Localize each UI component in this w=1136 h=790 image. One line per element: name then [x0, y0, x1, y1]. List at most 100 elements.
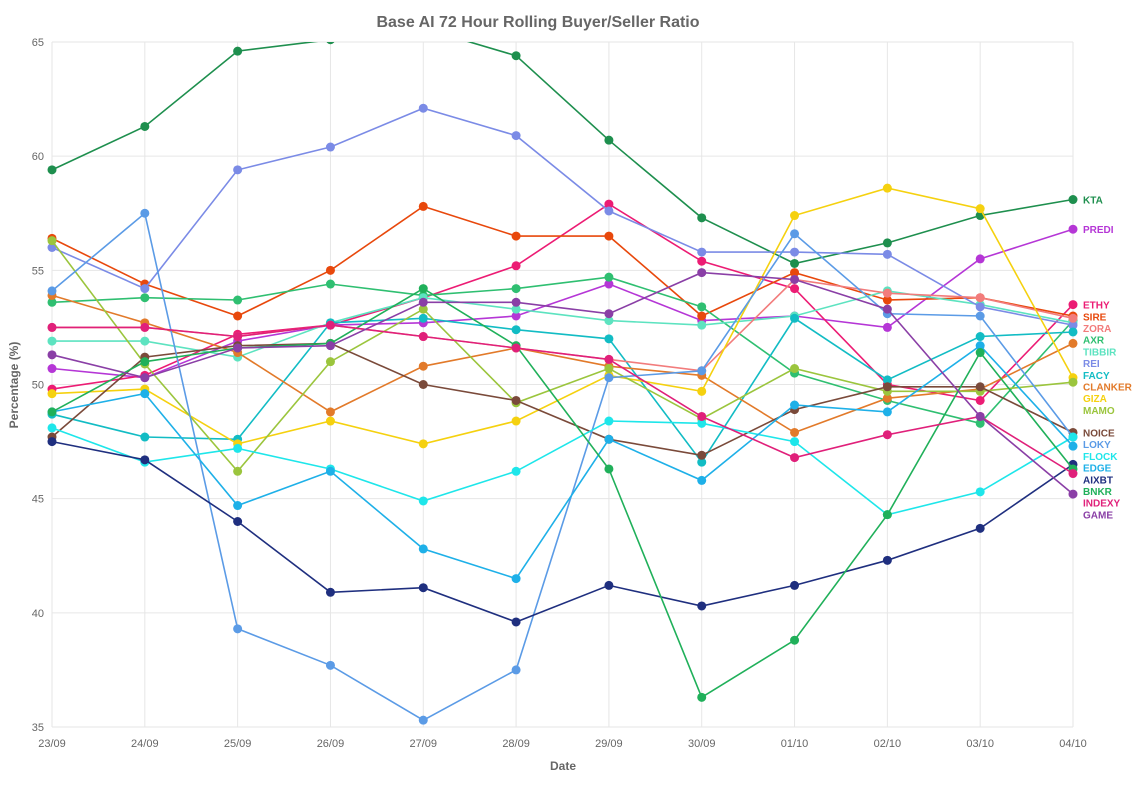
data-point: [882, 295, 892, 305]
data-point: [975, 411, 985, 421]
data-point: [1068, 320, 1078, 330]
data-point: [697, 475, 707, 485]
data-point: [233, 517, 243, 526]
data-point: [325, 407, 335, 417]
data-point: [697, 411, 707, 421]
series-line: [51, 440, 1074, 623]
data-point: [882, 238, 892, 248]
data-point: [418, 715, 428, 725]
data-point: [325, 416, 335, 426]
data-point: [790, 437, 800, 447]
data-point: [325, 660, 335, 670]
data-point: [325, 466, 335, 476]
data-point: [975, 418, 985, 428]
data-point: [1068, 377, 1078, 387]
data-point: [697, 320, 707, 330]
series-line: [51, 271, 1074, 495]
data-point: [882, 430, 892, 440]
data-point: [604, 580, 614, 590]
data-point: [418, 380, 428, 389]
data-point: [418, 361, 428, 371]
data-point: [140, 336, 150, 346]
y-tick-label: 45: [32, 494, 44, 506]
data-point: [790, 229, 800, 239]
grid-lines: [51, 41, 1074, 728]
data-point: [790, 247, 800, 257]
data-point: [1068, 469, 1078, 479]
data-point: [511, 395, 521, 405]
y-tick-label: 50: [32, 380, 44, 392]
data-point: [1068, 224, 1078, 234]
legend-label: EDGE: [1083, 464, 1112, 475]
data-point: [604, 464, 614, 474]
data-point: [325, 320, 335, 330]
data-point: [325, 357, 335, 367]
data-point: [975, 348, 985, 358]
data-point: [511, 131, 521, 141]
data-point: [604, 334, 614, 344]
series-bnkr: [47, 284, 1078, 702]
legend-label: MAMO: [1083, 406, 1115, 417]
data-point: [1068, 432, 1078, 442]
legend-label: PREDI: [1083, 225, 1114, 236]
data-point: [604, 416, 614, 426]
data-point: [697, 268, 707, 278]
data-point: [511, 416, 521, 426]
y-tick-label: 65: [32, 37, 44, 49]
data-point: [975, 341, 985, 351]
series-line: [51, 240, 1074, 473]
y-tick-label: 60: [32, 151, 44, 163]
data-point: [511, 297, 521, 307]
data-point: [233, 295, 243, 305]
data-point: [325, 341, 335, 351]
data-point: [325, 279, 335, 289]
data-point: [882, 375, 892, 385]
data-point: [882, 407, 892, 417]
data-point: [604, 279, 614, 289]
chart-title: Base AI 72 Hour Rolling Buyer/Seller Rat…: [376, 14, 699, 31]
series-line: [51, 228, 1074, 379]
series-kta: [47, 42, 1078, 268]
legend: KTA PREDI ETHYSIREZORAAXRTIBBIRREIFACYCLAN…: [1083, 196, 1133, 522]
data-point: [47, 364, 57, 374]
series-zora: [47, 274, 1078, 376]
data-point: [418, 544, 428, 554]
legend-label: KTA: [1083, 196, 1103, 207]
data-point: [975, 311, 985, 321]
data-point: [604, 231, 614, 241]
x-tick-label: 01/10: [781, 738, 809, 750]
data-point: [1068, 313, 1078, 323]
data-point: [790, 400, 800, 410]
data-point: [975, 293, 985, 303]
data-point: [790, 635, 800, 645]
data-point: [1068, 195, 1078, 205]
data-point: [697, 386, 707, 396]
series-line: [51, 205, 1074, 317]
data-point: [140, 293, 150, 303]
data-point: [418, 439, 428, 449]
series-line: [51, 287, 1074, 699]
legend-label: SIRE: [1083, 312, 1107, 323]
legend-label: GIZA: [1083, 394, 1107, 405]
data-point: [697, 457, 707, 467]
legend-label: AXR: [1083, 336, 1105, 347]
legend-label: INDEXY: [1083, 499, 1121, 510]
x-tick-label: 27/09: [410, 738, 438, 750]
data-point: [604, 434, 614, 444]
data-point: [47, 423, 57, 433]
data-point: [697, 692, 707, 702]
data-point: [233, 466, 243, 476]
y-tick-label: 40: [32, 608, 44, 620]
legend-label: LOKY: [1083, 440, 1111, 451]
series-line: [51, 107, 1074, 326]
data-point: [325, 265, 335, 275]
data-point: [418, 284, 428, 294]
data-point: [47, 243, 57, 252]
data-point: [418, 496, 428, 506]
data-point: [790, 427, 800, 437]
data-point: [47, 407, 57, 417]
legend-label: ZORA: [1083, 324, 1111, 335]
data-point: [140, 284, 150, 294]
data-point: [1068, 300, 1078, 310]
